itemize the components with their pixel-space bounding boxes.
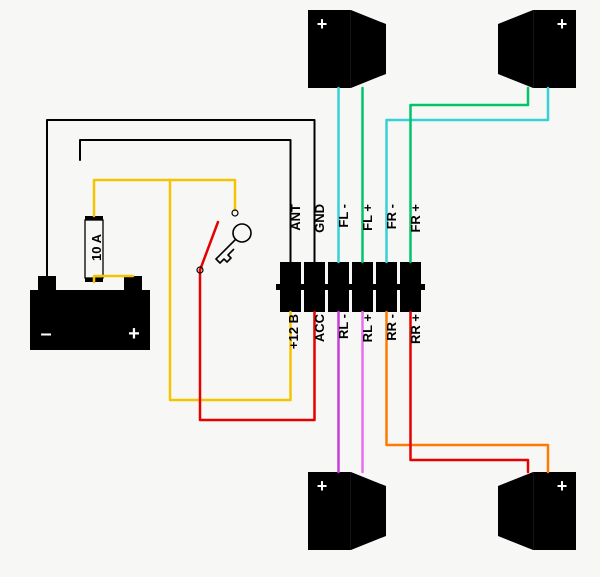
svg-text:–: – xyxy=(40,323,51,345)
wiring-diagram: + + + + – + xyxy=(0,0,600,577)
pin-label-rrneg: RR - xyxy=(384,314,399,341)
pin-label-frpos: FR + xyxy=(408,204,423,233)
pin-label-rlneg: RL - xyxy=(336,314,351,339)
pin-label-rlpos: RL + xyxy=(360,314,375,342)
fuse-label: 10 A xyxy=(89,234,104,261)
pin-label-acc: ACC xyxy=(312,314,327,342)
svg-text:+: + xyxy=(317,476,328,496)
pin-label-12b: +12 B xyxy=(286,314,301,349)
pin-label-ant: ANT xyxy=(288,204,303,231)
pin-label-rrpos: RR + xyxy=(408,314,423,344)
svg-text:+: + xyxy=(128,323,140,345)
svg-text:+: + xyxy=(317,14,328,34)
svg-text:+: + xyxy=(557,14,568,34)
pin-label-gnd: GND xyxy=(312,204,327,233)
pin-label-flneg: FL - xyxy=(336,204,351,228)
pin-label-flpos: FL + xyxy=(360,204,375,231)
svg-text:+: + xyxy=(557,476,568,496)
pin-label-frneg: FR - xyxy=(384,204,399,229)
